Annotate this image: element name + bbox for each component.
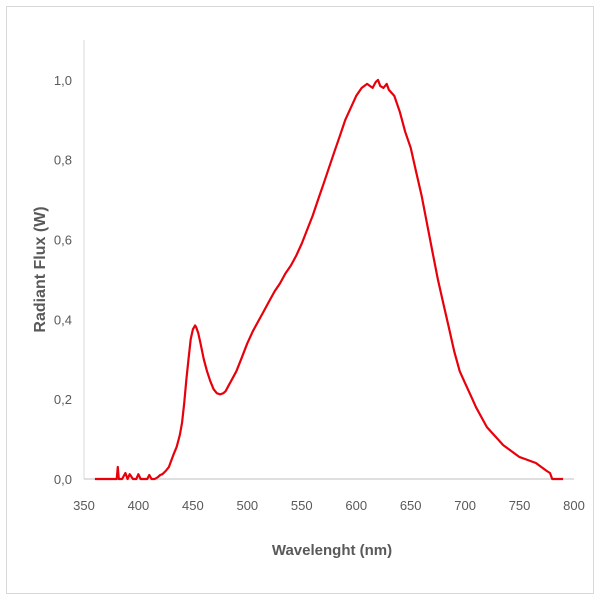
x-tick-label: 550 — [291, 498, 313, 513]
x-axis-title: Wavelenght (nm) — [272, 542, 392, 559]
y-tick-labels: 0,0 0,2 0,4 0,6 0,8 1,0 — [54, 73, 72, 487]
y-tick-label: 0,2 — [54, 392, 72, 407]
y-tick-label: 0,8 — [54, 153, 72, 168]
x-tick-label: 400 — [128, 498, 150, 513]
axes — [83, 40, 574, 480]
x-tick-label: 800 — [563, 498, 585, 513]
x-tick-label: 700 — [454, 498, 476, 513]
y-tick-label: 0,6 — [54, 233, 72, 248]
series-layer — [94, 78, 564, 481]
chart-frame — [6, 6, 594, 594]
spectrum-line — [94, 78, 564, 481]
x-tick-label: 750 — [509, 498, 531, 513]
x-tick-label: 500 — [236, 498, 258, 513]
x-tick-labels: 350 400 450 500 550 600 650 700 750 800 — [73, 498, 585, 513]
y-tick-label: 1,0 — [54, 73, 72, 88]
x-tick-label: 650 — [400, 498, 422, 513]
x-tick-label: 600 — [345, 498, 367, 513]
x-tick-label: 350 — [73, 498, 95, 513]
y-axis-title: Radiant Flux (W) — [32, 206, 49, 332]
y-tick-label: 0,4 — [54, 312, 72, 327]
x-tick-label: 450 — [182, 498, 204, 513]
y-tick-label: 0,0 — [54, 472, 72, 487]
